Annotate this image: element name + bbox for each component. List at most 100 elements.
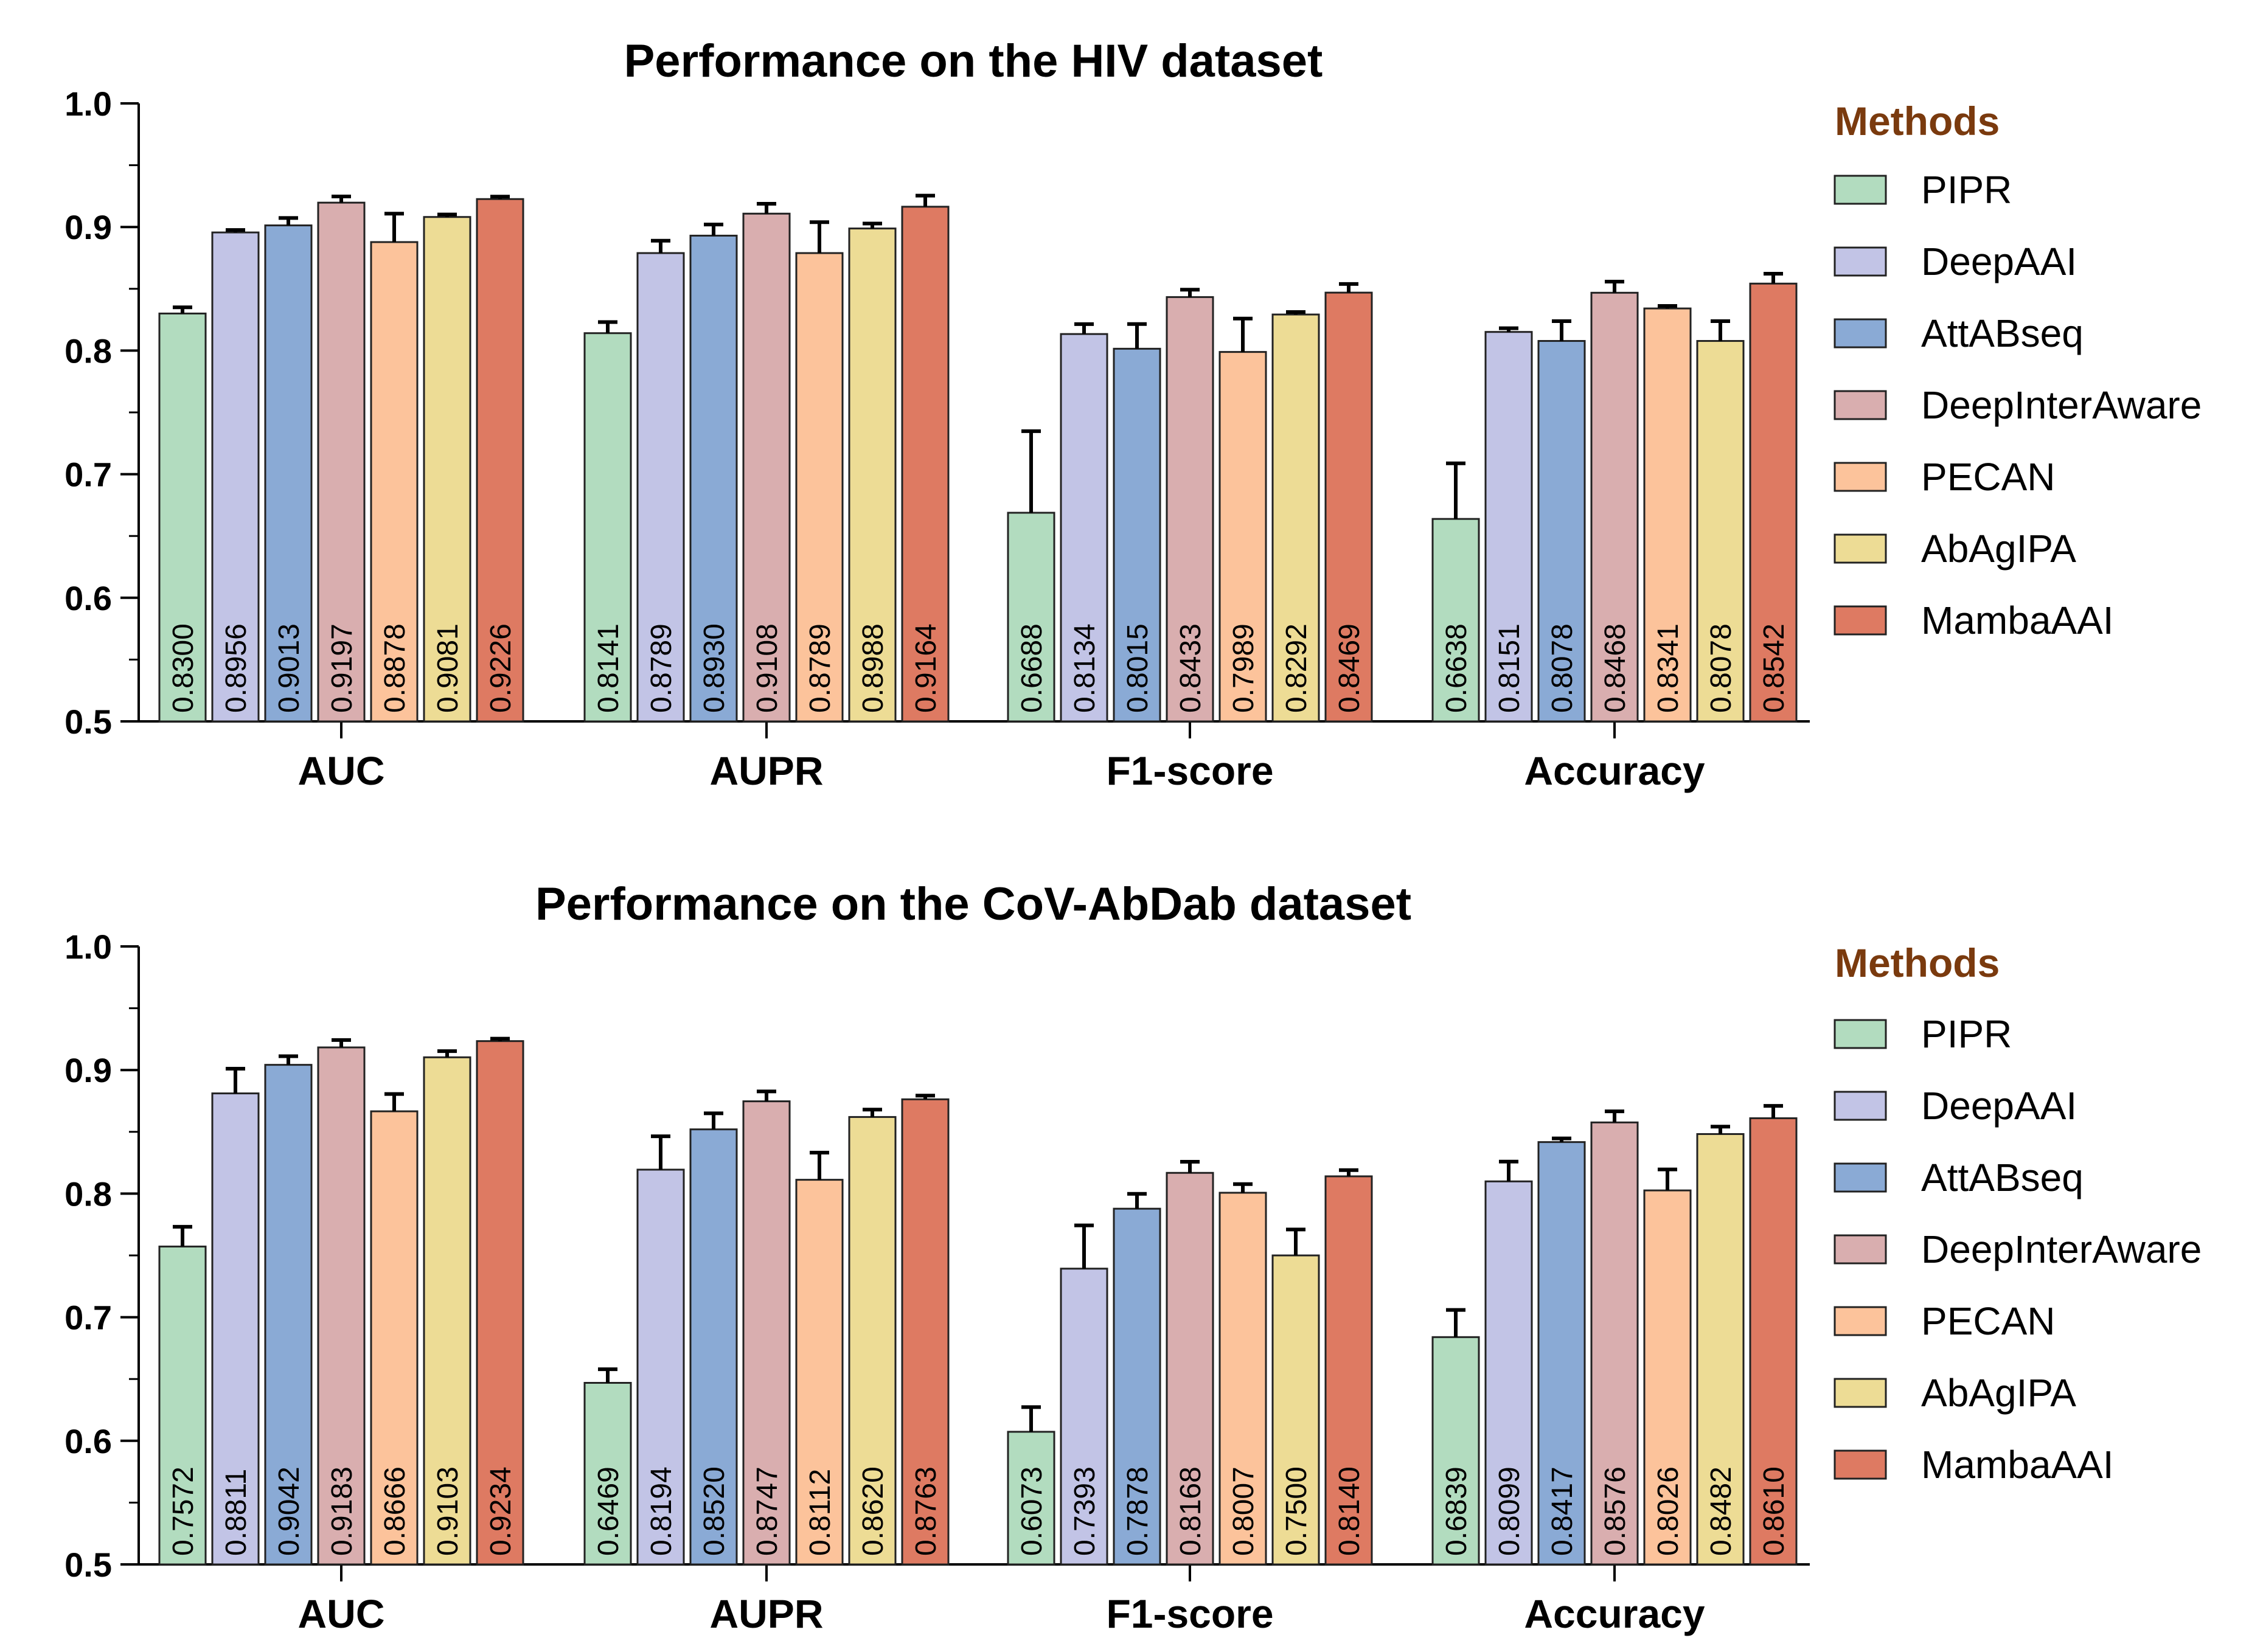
bar-abagipa-f1-score [1271, 1254, 1320, 1566]
bar-pecan-aupr [795, 252, 844, 723]
legend-label-pecan: PECAN [1921, 1299, 2056, 1343]
y-tick-label: 0.6 [64, 1422, 112, 1460]
bar-deepinteraware-f1-score [1166, 296, 1214, 723]
bar-pecan-auc [370, 1110, 419, 1566]
value-label-attabseq-accuracy: 0.8417 [1546, 1466, 1579, 1556]
bar-attabseq-f1-score [1113, 1207, 1161, 1566]
legend-label-attabseq: AttABseq [1921, 311, 2084, 355]
bar-pipr-f1-score [1007, 1431, 1055, 1566]
legend-swatch-attabseq [1834, 318, 1887, 349]
bar-pecan-accuracy [1643, 307, 1692, 723]
bar-deepinteraware-auc [317, 201, 366, 723]
bar-deepinteraware-aupr [742, 212, 791, 723]
bar-deepaai-accuracy [1484, 331, 1533, 723]
legend-swatch-deepaai [1834, 1091, 1887, 1121]
value-label-deepaai-auc: 0.8956 [220, 623, 252, 713]
x-category-label: AUPR [709, 1591, 823, 1636]
x-category-label: AUC [298, 1591, 385, 1636]
x-category-label: F1-score [1106, 1591, 1273, 1636]
value-label-mambaaai-accuracy: 0.8542 [1758, 623, 1790, 713]
value-label-attabseq-aupr: 0.8520 [698, 1466, 731, 1556]
legend-label-pecan: PECAN [1921, 455, 2056, 499]
bar-mambaaai-aupr [901, 1098, 950, 1566]
value-label-pecan-auc: 0.8878 [379, 623, 411, 713]
y-tick-label: 0.8 [64, 1175, 112, 1213]
value-label-mambaaai-f1-score: 0.8140 [1333, 1466, 1366, 1556]
value-label-deepinteraware-f1-score: 0.8168 [1175, 1466, 1207, 1556]
value-label-mambaaai-auc: 0.9226 [485, 623, 517, 713]
value-label-mambaaai-accuracy: 0.8610 [1758, 1466, 1790, 1556]
value-label-deepinteraware-accuracy: 0.8576 [1599, 1466, 1632, 1556]
bar-mambaaai-accuracy [1749, 1117, 1798, 1566]
chart-panel-1: Performance on the HIV dataset 0.5 0.6 0.7 0… [64, 35, 2202, 793]
legend-label-attabseq: AttABseq [1921, 1156, 2084, 1199]
bar-deepaai-auc [211, 231, 260, 723]
bar-abagipa-f1-score [1271, 313, 1320, 723]
bar-deepaai-aupr [636, 1168, 685, 1566]
value-label-deepaai-f1-score: 0.7393 [1069, 1466, 1101, 1556]
value-label-deepaai-aupr: 0.8194 [645, 1466, 678, 1556]
bar-deepinteraware-auc [317, 1046, 366, 1566]
value-label-pipr-auc: 0.7572 [167, 1466, 200, 1556]
bar-attabseq-aupr [689, 234, 738, 723]
value-label-pipr-f1-score: 0.6073 [1016, 1466, 1048, 1556]
legend-label-deepinteraware: DeepInterAware [1921, 1227, 2202, 1271]
y-tick-label: 0.5 [64, 1546, 112, 1584]
bar-pipr-aupr [583, 1381, 632, 1566]
bar-attabseq-auc [264, 1064, 313, 1566]
bar-attabseq-accuracy [1537, 1141, 1586, 1566]
value-label-deepinteraware-aupr: 0.8747 [751, 1466, 784, 1556]
x-category-label: AUPR [709, 748, 823, 793]
legend-title: Methods [1835, 99, 2000, 144]
value-label-deepaai-aupr: 0.8789 [645, 623, 678, 713]
bar-deepaai-f1-score [1060, 333, 1108, 723]
value-label-pipr-accuracy: 0.6638 [1441, 623, 1473, 713]
legend-label-pipr: PIPR [1921, 168, 2012, 212]
y-tick-label: 0.5 [64, 703, 112, 741]
bar-abagipa-accuracy [1696, 340, 1745, 723]
value-label-attabseq-f1-score: 0.8015 [1122, 623, 1154, 713]
bar-pipr-accuracy [1431, 1336, 1480, 1566]
value-label-pecan-auc: 0.8666 [379, 1466, 411, 1556]
legend-label-abagipa: AbAgIPA [1921, 527, 2076, 571]
legend-label-abagipa: AbAgIPA [1921, 1371, 2076, 1415]
chart-title: Performance on the CoV-AbDab dataset [535, 878, 1411, 930]
bar-mambaaai-aupr [901, 206, 950, 723]
legend-swatch-deepinteraware [1834, 1234, 1887, 1265]
value-label-deepaai-accuracy: 0.8151 [1493, 623, 1526, 713]
bar-pecan-auc [370, 241, 419, 723]
value-label-pipr-auc: 0.8300 [167, 623, 200, 713]
y-tick-label: 1.0 [64, 85, 112, 123]
bar-deepaai-aupr [636, 252, 685, 723]
bar-mambaaai-auc [476, 1040, 524, 1566]
value-label-mambaaai-f1-score: 0.8469 [1333, 623, 1366, 713]
legend-label-mambaaai: MambaAAI [1921, 599, 2114, 642]
bar-attabseq-aupr [689, 1128, 738, 1566]
bar-abagipa-auc [423, 1056, 471, 1566]
value-label-mambaaai-aupr: 0.9164 [910, 623, 942, 713]
value-label-deepinteraware-f1-score: 0.8433 [1175, 623, 1207, 713]
bar-deepinteraware-f1-score [1166, 1171, 1214, 1566]
value-label-deepinteraware-auc: 0.9197 [326, 623, 358, 713]
value-label-pipr-f1-score: 0.6688 [1016, 623, 1048, 713]
legend-swatch-mambaaai [1834, 1449, 1887, 1480]
y-tick-label: 0.9 [64, 1051, 112, 1089]
y-tick-label: 0.8 [64, 331, 112, 370]
legend-title: Methods [1835, 940, 2000, 985]
bar-mambaaai-f1-score [1324, 291, 1373, 723]
chart-panel-2: Performance on the CoV-AbDab dataset 0.5 0… [64, 878, 2202, 1636]
value-label-pecan-accuracy: 0.8026 [1652, 1466, 1684, 1556]
y-tick-label: 1.0 [64, 928, 112, 966]
legend-label-deepaai: DeepAAI [1921, 240, 2077, 283]
value-label-pecan-f1-score: 0.8007 [1228, 1466, 1260, 1556]
value-label-abagipa-accuracy: 0.8482 [1705, 1466, 1737, 1556]
legend-swatch-mambaaai [1834, 605, 1887, 636]
bar-pipr-accuracy [1431, 518, 1480, 723]
bar-deepinteraware-accuracy [1590, 1121, 1639, 1566]
value-label-pecan-accuracy: 0.8341 [1652, 623, 1684, 713]
legend-swatch-abagipa [1834, 533, 1887, 564]
bar-mambaaai-accuracy [1749, 282, 1798, 723]
bar-mambaaai-auc [476, 198, 524, 723]
y-tick-label: 0.7 [64, 1299, 112, 1337]
